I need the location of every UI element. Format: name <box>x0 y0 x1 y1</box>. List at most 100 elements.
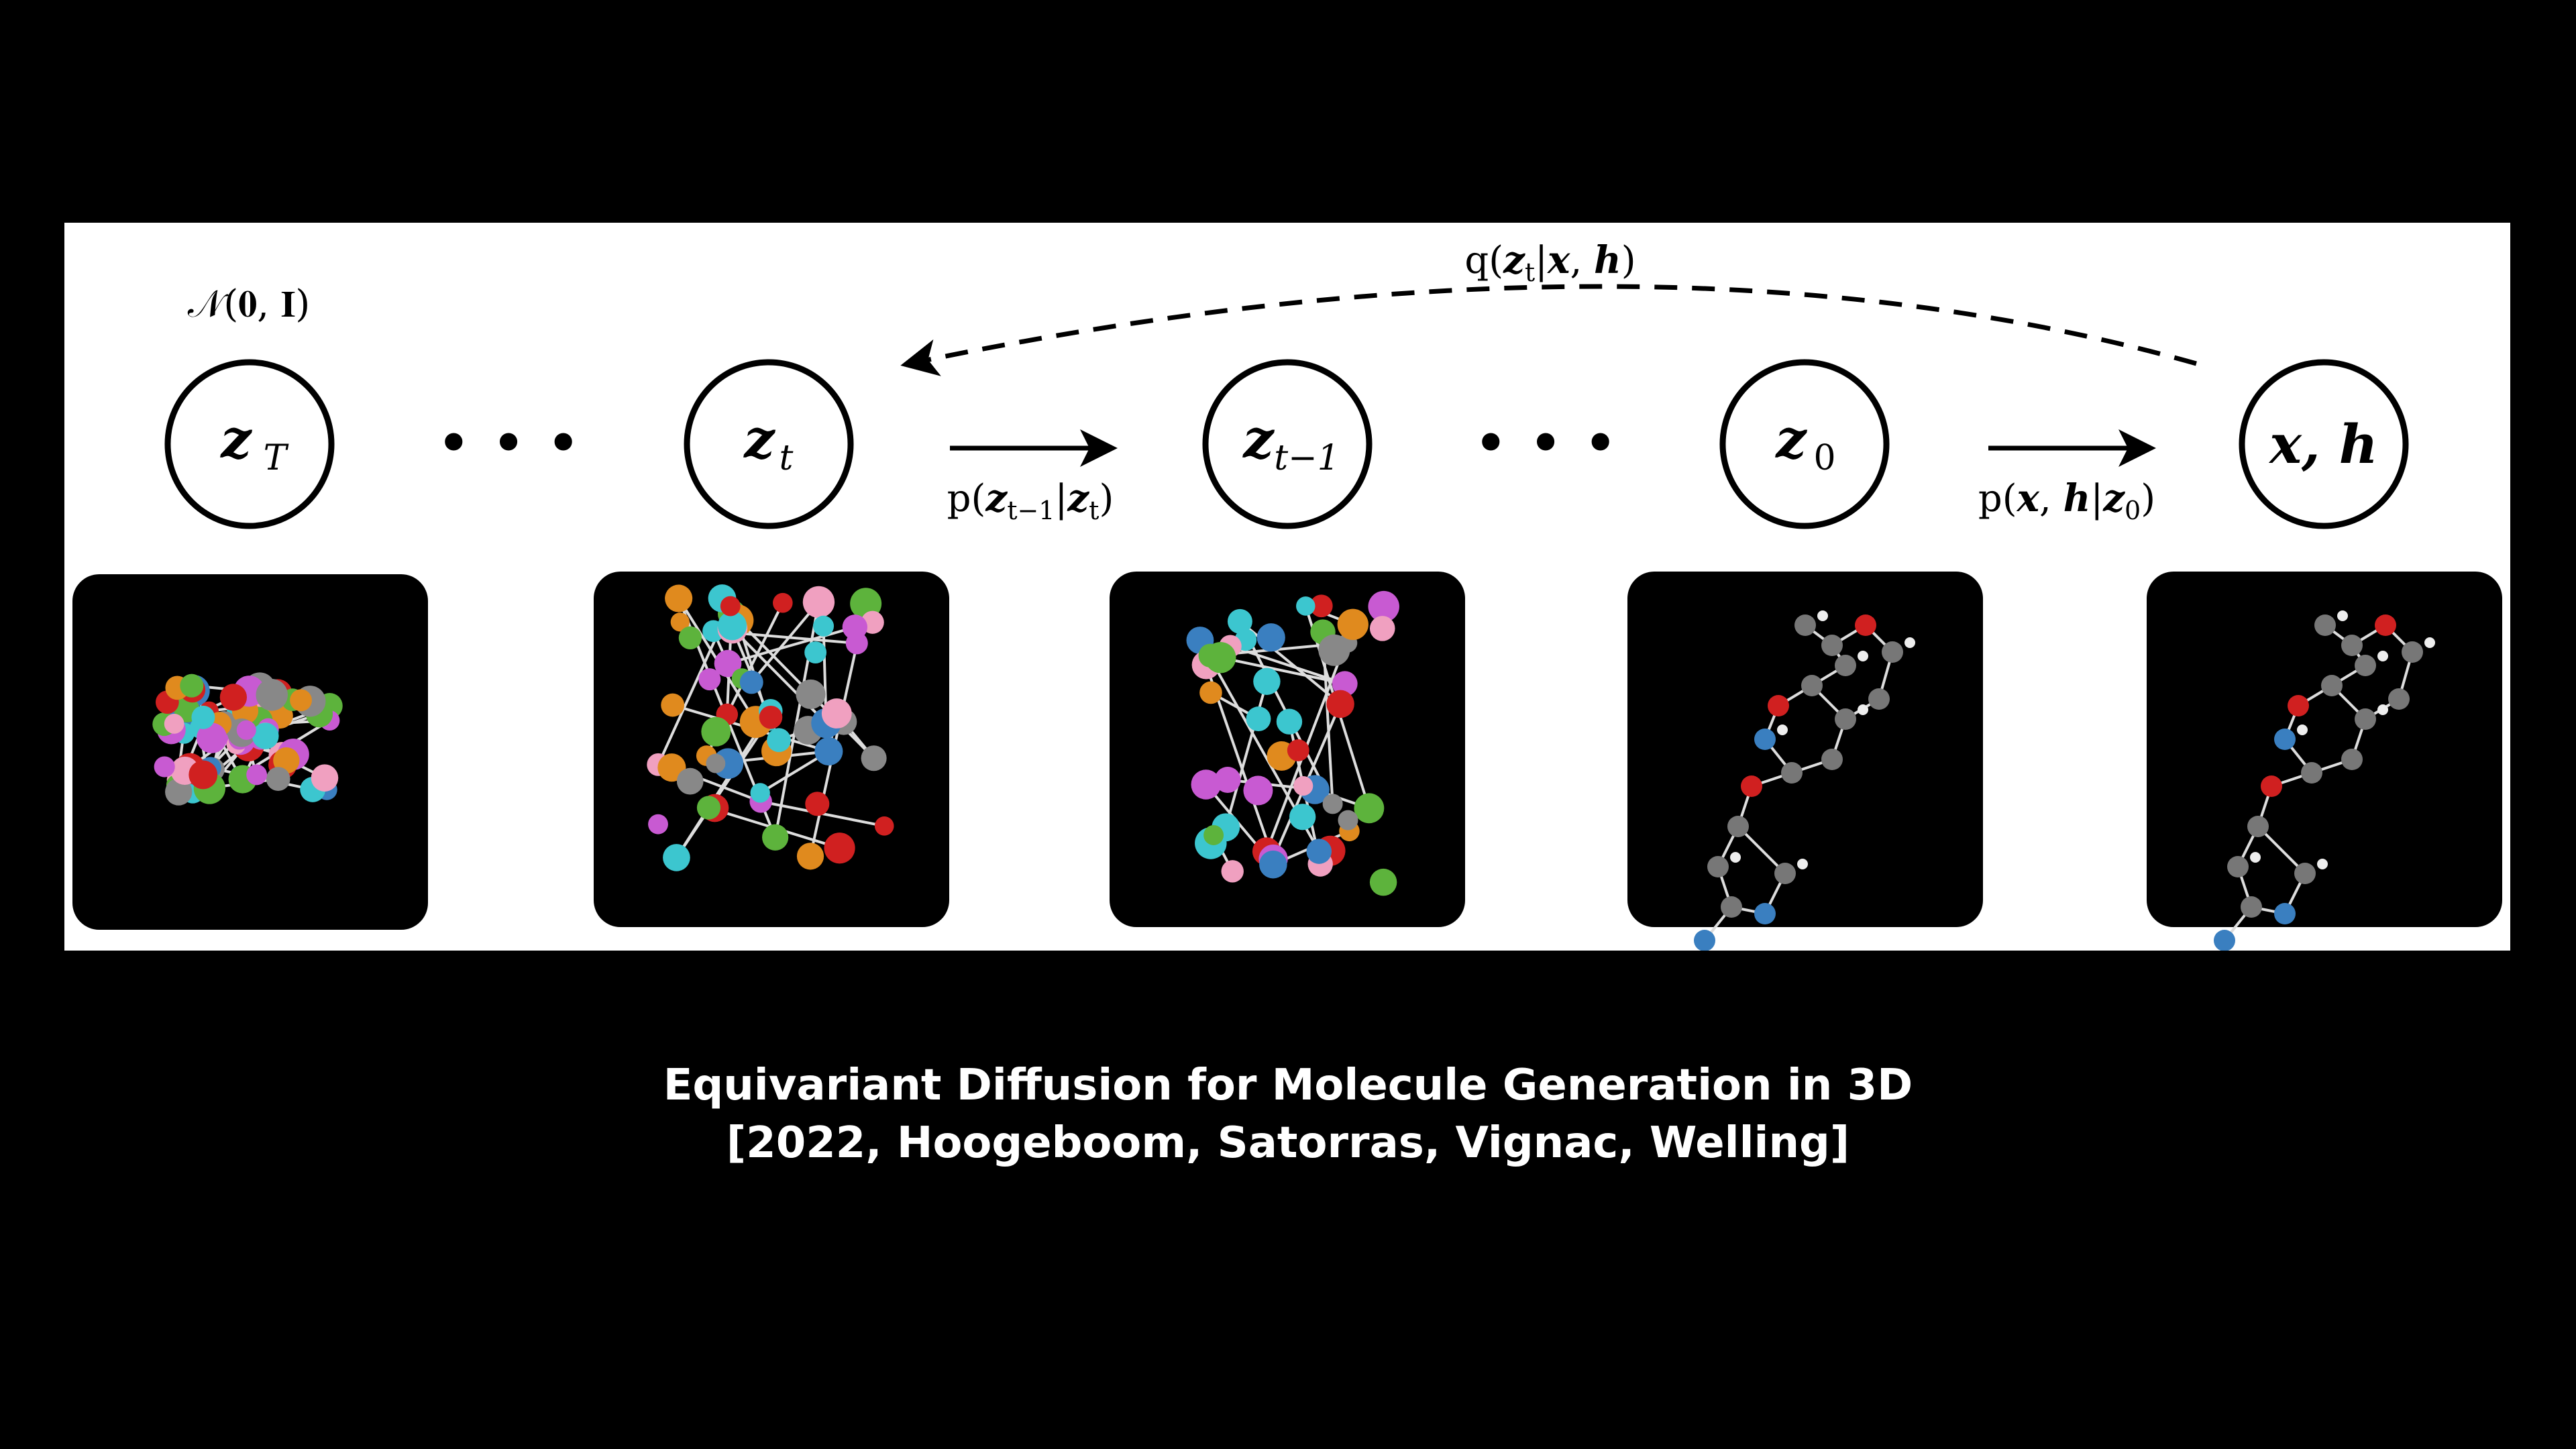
molecule-atom <box>1707 856 1729 877</box>
molecule-atom <box>154 756 175 777</box>
node-zt-1-circle <box>1202 359 1373 529</box>
molecule-bond <box>750 601 820 684</box>
reverse-label-2-x: x <box>2017 476 2040 521</box>
molecule-atom <box>2375 614 2396 636</box>
node-zt: z t <box>684 359 854 529</box>
reverse-label-1-p: p( <box>947 477 986 521</box>
molecule-panels <box>72 572 2502 951</box>
molecule-atom <box>2355 708 2376 730</box>
molecule-atom <box>2314 614 2336 636</box>
reverse-label-1-z2: z <box>1067 476 1089 521</box>
molecule-atom <box>2247 816 2269 837</box>
reverse-label-2-sub: 0 <box>2125 496 2141 525</box>
molecule-atom <box>814 737 843 766</box>
molecule-atom <box>189 760 218 790</box>
reverse-label-1-z: z <box>985 476 1008 521</box>
molecule-atom <box>665 584 693 612</box>
molecule-atom <box>762 824 789 851</box>
reverse-label-2-close: ) <box>2141 477 2155 521</box>
molecule-atom <box>1276 708 1303 735</box>
reverse-label-2-p: p( <box>1978 477 2017 521</box>
molecule-atom <box>1246 706 1271 732</box>
caption: Equivariant Diffusion for Molecule Gener… <box>0 1057 2576 1172</box>
molecule-atom <box>246 764 268 786</box>
molecule-atom <box>698 668 721 691</box>
molecule-atom <box>252 722 279 749</box>
molecule-atom <box>1821 749 1843 770</box>
node-z0-sub: 0 <box>1813 438 1835 478</box>
molecule-renderings <box>152 584 2435 951</box>
molecule-atom <box>2294 863 2316 884</box>
reverse-label-1-sub2: t <box>1089 496 1099 525</box>
node-zt-sub: t <box>780 438 794 478</box>
molecule-atom <box>180 674 204 698</box>
molecule-atom <box>1199 681 1222 704</box>
ellipsis-2: • • • <box>1473 409 1618 479</box>
molecule-atom <box>714 649 742 678</box>
molecule-atom <box>1338 810 1358 830</box>
molecule-atom <box>696 796 721 820</box>
molecule-atom <box>676 767 704 795</box>
molecule-atom <box>796 679 826 710</box>
hydrogen-atom <box>1730 852 1741 863</box>
molecule-bond <box>1220 656 1346 686</box>
reverse-label-2-z: z <box>2102 476 2125 521</box>
molecule-atom <box>813 615 835 637</box>
node-xh-var: x, h <box>2268 413 2378 476</box>
node-zT-sub: T <box>264 438 289 478</box>
molecule-atom <box>1882 641 1903 663</box>
molecule-atom <box>2241 896 2262 918</box>
molecule-atom <box>804 641 827 663</box>
molecule-bond <box>1737 825 1786 875</box>
molecule-atom <box>1227 608 1252 634</box>
molecule-atom <box>236 720 256 740</box>
molecule-bond <box>2257 825 2306 875</box>
hydrogen-atom <box>1777 724 1788 735</box>
forward-label-q: q( <box>1464 239 1503 282</box>
molecule-atom <box>1337 608 1368 640</box>
hydrogen-atom <box>1797 859 1808 869</box>
molecule-atom <box>648 814 668 835</box>
molecule-atom <box>1221 860 1244 883</box>
molecule-atom <box>1253 667 1281 695</box>
molecule-atom <box>802 586 835 619</box>
molecule-atom <box>2227 856 2249 877</box>
molecule-bond <box>727 625 855 665</box>
prior-label: 𝒩(𝟎, 𝐈) <box>188 282 311 326</box>
node-z0-var: z <box>1774 407 1807 470</box>
molecule-atom <box>1721 896 1742 918</box>
molecule-atom <box>1259 850 1287 879</box>
reverse-label-2-bar: | <box>2090 477 2103 521</box>
reverse-label-2-comma: , <box>2039 477 2063 521</box>
molecule-atom <box>861 745 887 771</box>
molecule-atom <box>1203 825 1224 845</box>
molecule-atom <box>1821 635 1843 656</box>
caption-subtitle: [2022, Hoogeboom, Satorras, Vignac, Well… <box>726 1118 1850 1168</box>
molecule-atom <box>1868 688 1890 710</box>
molecule-atom <box>706 753 726 773</box>
molecule-atom <box>1369 868 1397 896</box>
molecule-atom <box>1801 675 1823 696</box>
molecule-atom <box>2355 655 2376 676</box>
ellipsis-1: • • • <box>436 409 581 479</box>
molecule-atom <box>821 698 852 729</box>
node-zt-var: z <box>743 407 775 470</box>
molecule-atom <box>290 689 312 712</box>
molecule-atom <box>759 705 783 729</box>
molecule-atom <box>2288 695 2309 716</box>
node-xh: x, h <box>2239 359 2409 529</box>
molecule-atom <box>1368 590 1399 623</box>
molecule-bond <box>773 602 820 838</box>
molecule-atom <box>1727 816 1749 837</box>
molecule-atom <box>2321 675 2343 696</box>
molecule-atom <box>1191 769 1221 800</box>
node-zT: z T <box>164 359 335 529</box>
molecule-atom <box>661 693 685 717</box>
molecule-atom <box>1855 614 1876 636</box>
forward-label-rest: | <box>1535 239 1548 282</box>
molecule-atom <box>1741 775 1762 797</box>
molecule-atom <box>767 728 791 753</box>
reverse-label-1: p(zt−1|zt) <box>947 476 1114 525</box>
hydrogen-atom <box>2297 724 2308 735</box>
molecule-atom <box>1309 594 1333 618</box>
